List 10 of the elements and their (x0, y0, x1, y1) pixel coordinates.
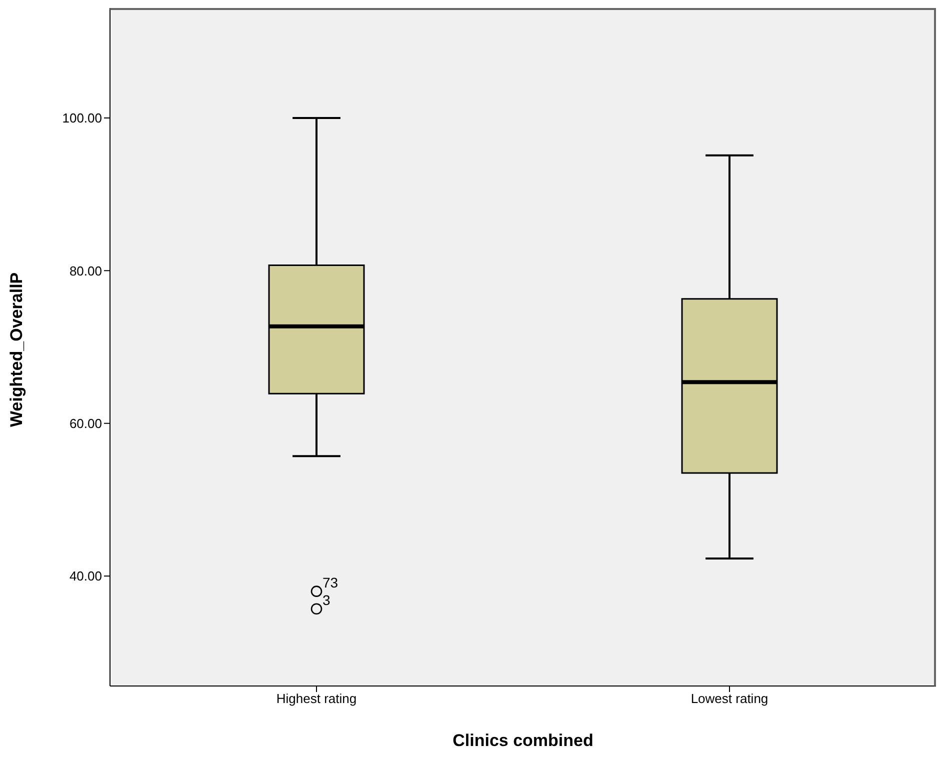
x-tick-label: Highest rating (276, 691, 357, 706)
y-tick-label: 80.00 (69, 263, 102, 278)
y-tick-label: 60.00 (69, 416, 102, 431)
annotation: 3 (322, 592, 330, 608)
x-axis-title: Clinics combined (452, 731, 594, 750)
y-axis-title: Weighted_OverallP (7, 272, 26, 427)
x-tick-label: Lowest rating (690, 691, 768, 706)
y-tick-label: 100.00 (62, 110, 102, 126)
y-tick-label: 40.00 (69, 568, 102, 584)
annotation: 73 (322, 574, 338, 590)
